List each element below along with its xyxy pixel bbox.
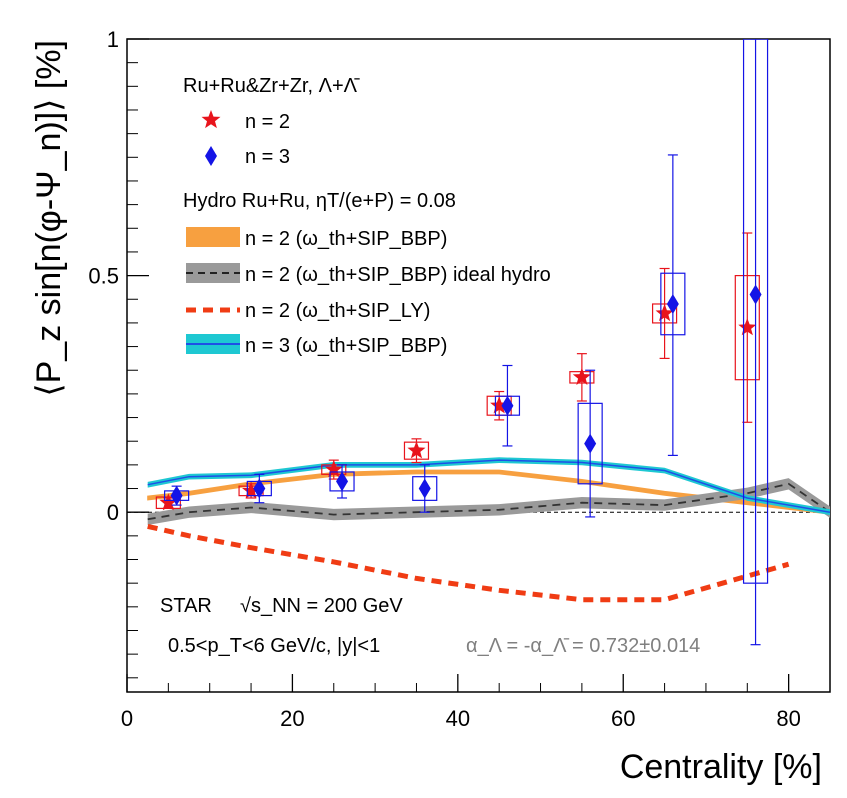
data-point-n3: [329, 464, 355, 499]
marker-diamond: [253, 478, 266, 499]
x-axis-title: Centrality [%]: [620, 748, 822, 786]
marker-star: [407, 441, 426, 459]
y-axis-title: ⟨P_z sin[n(φ-Ψ_n)]⟩ [%]: [30, 40, 68, 397]
annotations: STAR √s_NN = 200 GeV 0.5<p_T<6 GeV/c, |y…: [160, 595, 700, 657]
x-tick-label: 80: [776, 706, 800, 731]
y-tick-label: 0.5: [88, 264, 119, 289]
marker-diamond: [749, 284, 762, 305]
data-point-n3: [164, 485, 190, 506]
marker-star: [324, 460, 343, 478]
model-line-n3-bbp: [147, 459, 830, 513]
legend-entry-n3-data: n = 3: [245, 146, 290, 168]
model-line-n2-ly: [147, 523, 790, 603]
x-tick-label: 20: [280, 706, 304, 731]
annotation-experiment: STAR: [160, 595, 212, 617]
data-point-n2: [569, 353, 595, 402]
legend-header-hydro: Hydro Ru+Ru, ηT/(e+P) = 0.08: [183, 190, 456, 212]
data-point-n3: [246, 473, 272, 504]
data-points: [155, 39, 769, 646]
data-point-n3: [660, 154, 686, 457]
legend-entry-n2-ly: n = 2 (ω_th+SIP_LY): [245, 300, 430, 322]
data-point-n3: [494, 364, 521, 447]
model-curves: [147, 457, 830, 603]
model-line-n2-ideal: [147, 482, 830, 521]
plot-frame: [126, 38, 831, 693]
marker-diamond: [584, 433, 597, 454]
legend: Ru+Ru&Zr+Zr, Λ+Λ̄ n = 2 n = 3 Hydro Ru+R…: [183, 75, 551, 357]
marker-diamond: [418, 478, 431, 499]
x-tick-label: 60: [611, 706, 635, 731]
annotation-alpha: α_Λ = -α_Λ̄ = 0.732±0.014: [466, 635, 700, 657]
marker-star: [738, 318, 757, 336]
data-point-n3: [412, 464, 438, 513]
model-band-n3-bbp: [147, 457, 830, 515]
annotation-energy: √s_NN = 200 GeV: [240, 595, 403, 617]
data-point-n2: [403, 438, 430, 464]
legend-diamond-marker: [205, 146, 217, 166]
data-point-n2: [734, 232, 760, 423]
marker-star: [490, 396, 509, 414]
data-point-n2: [321, 459, 347, 480]
model-band-n2-bbp: [147, 469, 830, 515]
legend-entry-n2-ideal: n = 2 (ω_th+SIP_BBP) ideal hydro: [245, 264, 551, 286]
marker-star: [655, 303, 674, 322]
legend-header-data: Ru+Ru&Zr+Zr, Λ+Λ̄: [183, 75, 360, 97]
marker-star: [572, 367, 591, 385]
axis-ticks: 0 20 40 60 80 0 0.5 1: [88, 27, 831, 731]
marker-star: [242, 481, 261, 499]
marker-diamond: [336, 471, 349, 492]
marker-diamond: [666, 293, 679, 314]
y-tick-label: 1: [107, 27, 119, 52]
legend-star-marker: [201, 110, 221, 129]
marker-diamond: [501, 395, 514, 416]
marker-star: [159, 493, 178, 511]
data-point-n2: [651, 267, 678, 360]
x-tick-label: 0: [121, 706, 133, 731]
legend-entry-n2-bbp: n = 2 (ω_th+SIP_BBP): [245, 228, 447, 250]
legend-entry-n2-data: n = 2: [245, 111, 290, 133]
data-point-n3: [577, 369, 603, 518]
annotation-cuts: 0.5<p_T<6 GeV/c, |y|<1: [168, 635, 380, 657]
data-point-n3: [742, 39, 769, 646]
marker-diamond: [170, 485, 183, 506]
y-tick-label: 0: [107, 500, 119, 525]
legend-swatch-n2-bbp: [186, 227, 240, 247]
legend-entry-n3-bbp: n = 3 (ω_th+SIP_BBP): [245, 335, 447, 357]
x-tick-label: 40: [446, 706, 470, 731]
